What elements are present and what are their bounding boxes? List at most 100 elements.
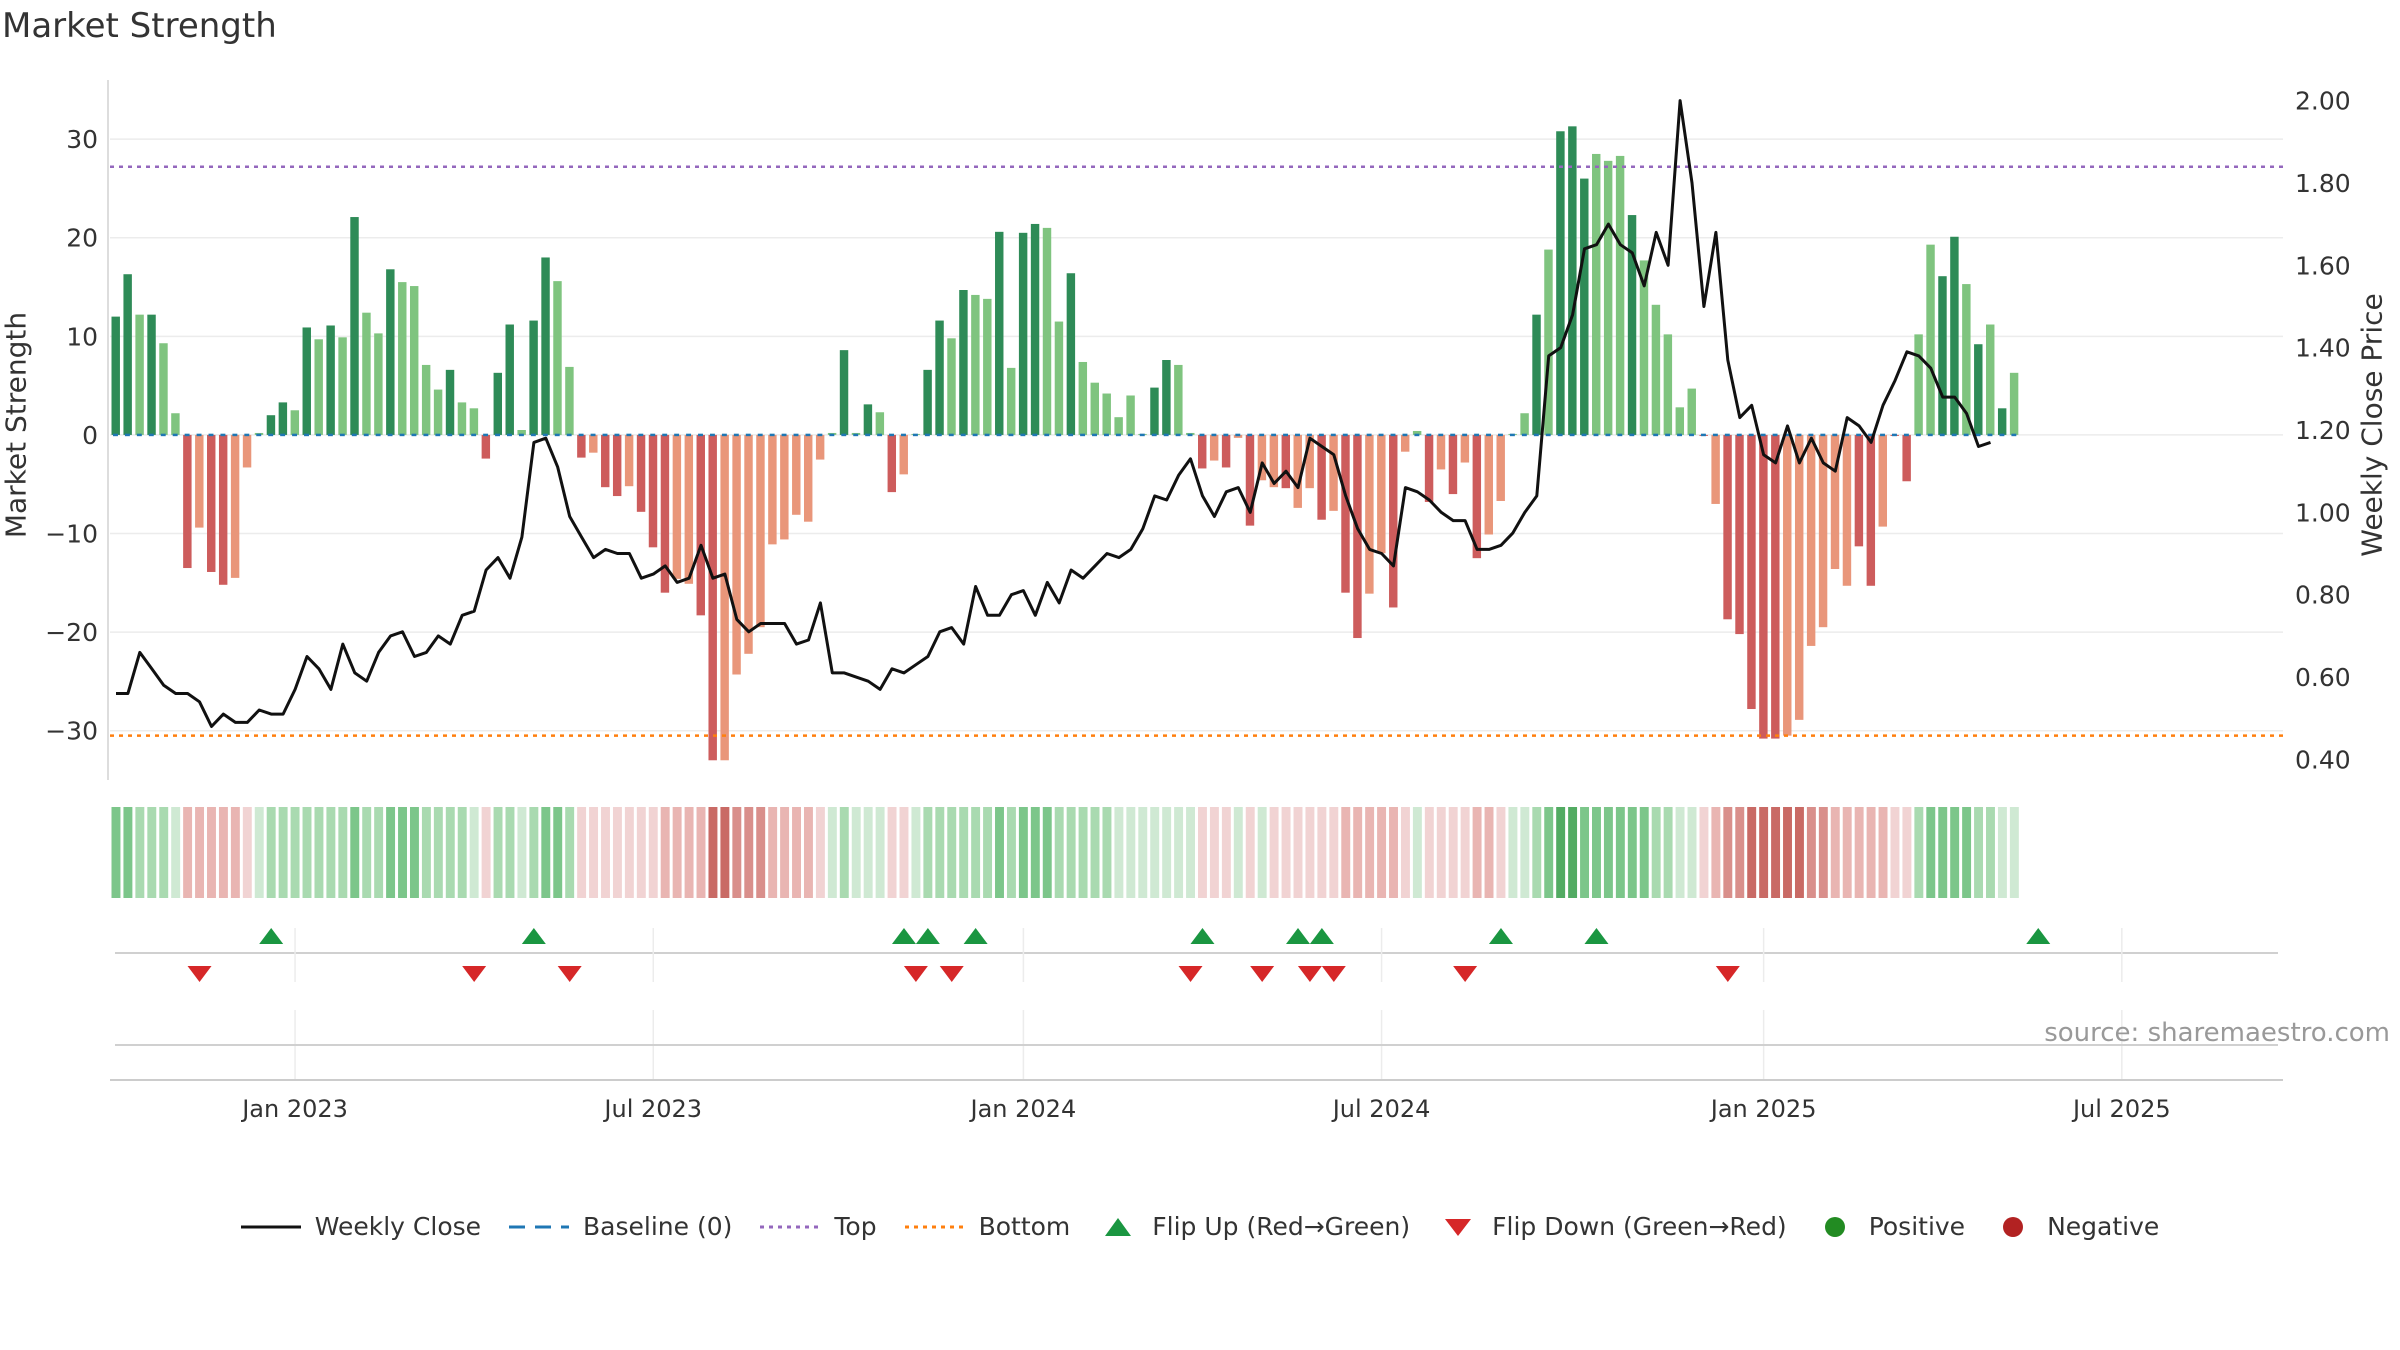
heat-cell: [1293, 807, 1303, 898]
heat-cell: [1639, 807, 1649, 898]
heat-cell: [481, 807, 491, 898]
strength-bar: [541, 257, 550, 435]
strength-bar: [457, 402, 467, 435]
strength-bar: [1006, 367, 1016, 435]
heat-cell: [720, 807, 730, 898]
strength-bar: [1389, 434, 1398, 608]
strength-bar: [1150, 387, 1159, 435]
heat-cell: [684, 807, 694, 898]
strength-bar: [708, 434, 717, 761]
heat-cell: [111, 807, 121, 898]
flip-up-marker: [1584, 928, 1609, 944]
heat-cell: [1436, 807, 1446, 898]
strength-bar: [1603, 160, 1613, 435]
heat-cell: [815, 807, 825, 898]
y-tick-label: −10: [45, 520, 98, 549]
heat-cell: [863, 807, 873, 898]
strength-bar: [553, 281, 562, 435]
heat-cell: [1138, 807, 1148, 898]
strength-bar: [601, 434, 610, 488]
strength-bar: [469, 408, 479, 435]
heat-cell: [517, 807, 527, 898]
x-tick-label: Jul 2025: [2071, 1095, 2171, 1123]
strength-bar: [648, 434, 658, 548]
heat-cell: [218, 807, 228, 898]
heat-cell: [1018, 807, 1028, 898]
heat-cell: [672, 807, 682, 898]
strength-bar: [230, 434, 240, 578]
heat-cell: [899, 807, 909, 898]
strength-bar: [1341, 434, 1350, 593]
heat-cell: [565, 807, 575, 898]
strength-bar: [481, 434, 491, 459]
strength-bar: [1711, 434, 1720, 504]
flip-down-marker: [1453, 966, 1478, 982]
heat-cell: [1997, 807, 2007, 898]
strength-bar: [1806, 434, 1816, 646]
legend-label: Top: [834, 1212, 877, 1241]
flip-down-marker: [557, 966, 582, 982]
heat-cell: [1663, 807, 1673, 898]
strength-bar: [1257, 434, 1267, 481]
flip-down-marker: [187, 966, 212, 982]
heat-cell: [374, 807, 384, 898]
strength-bar: [1209, 434, 1219, 461]
flip-down-marker: [1715, 966, 1740, 982]
heat-cell: [1389, 807, 1398, 898]
strength-bar: [1687, 388, 1696, 435]
heat-cell: [457, 807, 467, 898]
heat-cell: [780, 807, 790, 898]
heat-cell: [923, 807, 933, 898]
flip-down-marker: [1321, 966, 1346, 982]
strength-bar: [1556, 131, 1565, 435]
strength-bar: [792, 434, 801, 515]
flip-up-marker: [2026, 928, 2051, 944]
strength-bar: [756, 434, 765, 628]
strength-bar: [1078, 361, 1088, 435]
heat-cell: [290, 807, 300, 898]
y2-tick-label: 1.80: [2295, 169, 2351, 198]
strength-bar: [362, 312, 371, 435]
strength-bar: [720, 434, 729, 761]
heat-cell: [1544, 807, 1554, 898]
heat-cell: [1150, 807, 1160, 898]
heat-cell: [732, 807, 742, 898]
strength-bar: [1090, 382, 1099, 435]
heat-cell: [601, 807, 610, 898]
heat-cell: [1198, 807, 1207, 898]
x-tick-label: Jan 2024: [969, 1095, 1077, 1123]
heat-cell: [2009, 807, 2019, 898]
heat-cell: [1938, 807, 1948, 898]
heat-cell: [1866, 807, 1876, 898]
strength-bar: [1353, 434, 1362, 639]
strength-bar: [1544, 249, 1553, 435]
strength-bar: [959, 290, 968, 435]
heat-cell: [1412, 807, 1422, 898]
heat-cell: [362, 807, 372, 898]
strength-bar: [1126, 395, 1135, 435]
heat-cell: [1771, 807, 1781, 898]
heat-cell: [935, 807, 945, 898]
heat-cell: [1794, 807, 1804, 898]
strength-bar: [971, 294, 980, 435]
x-tick-label: Jul 2023: [602, 1095, 702, 1123]
heat-cell: [1090, 807, 1100, 898]
legend-label: Bottom: [978, 1212, 1071, 1241]
strength-bar: [768, 434, 777, 545]
heat-cell: [1472, 807, 1482, 898]
flip-up-marker: [963, 928, 988, 944]
heat-cell: [887, 807, 897, 898]
y2-tick-label: 1.00: [2295, 498, 2351, 527]
legend-dotted-purple-icon: [760, 1225, 821, 1228]
legend-item-bottom: Bottom: [904, 1212, 1071, 1241]
strength-bar: [983, 298, 992, 435]
green-dot-icon: [1824, 1216, 1845, 1237]
heat-cell: [1257, 807, 1267, 898]
strength-bar: [887, 434, 897, 493]
heat-cell: [1078, 807, 1088, 898]
strength-bar: [1018, 232, 1028, 435]
strength-bar: [624, 434, 634, 487]
strength-bar: [863, 404, 873, 435]
heat-cell: [959, 807, 969, 898]
strength-bar: [935, 320, 944, 435]
